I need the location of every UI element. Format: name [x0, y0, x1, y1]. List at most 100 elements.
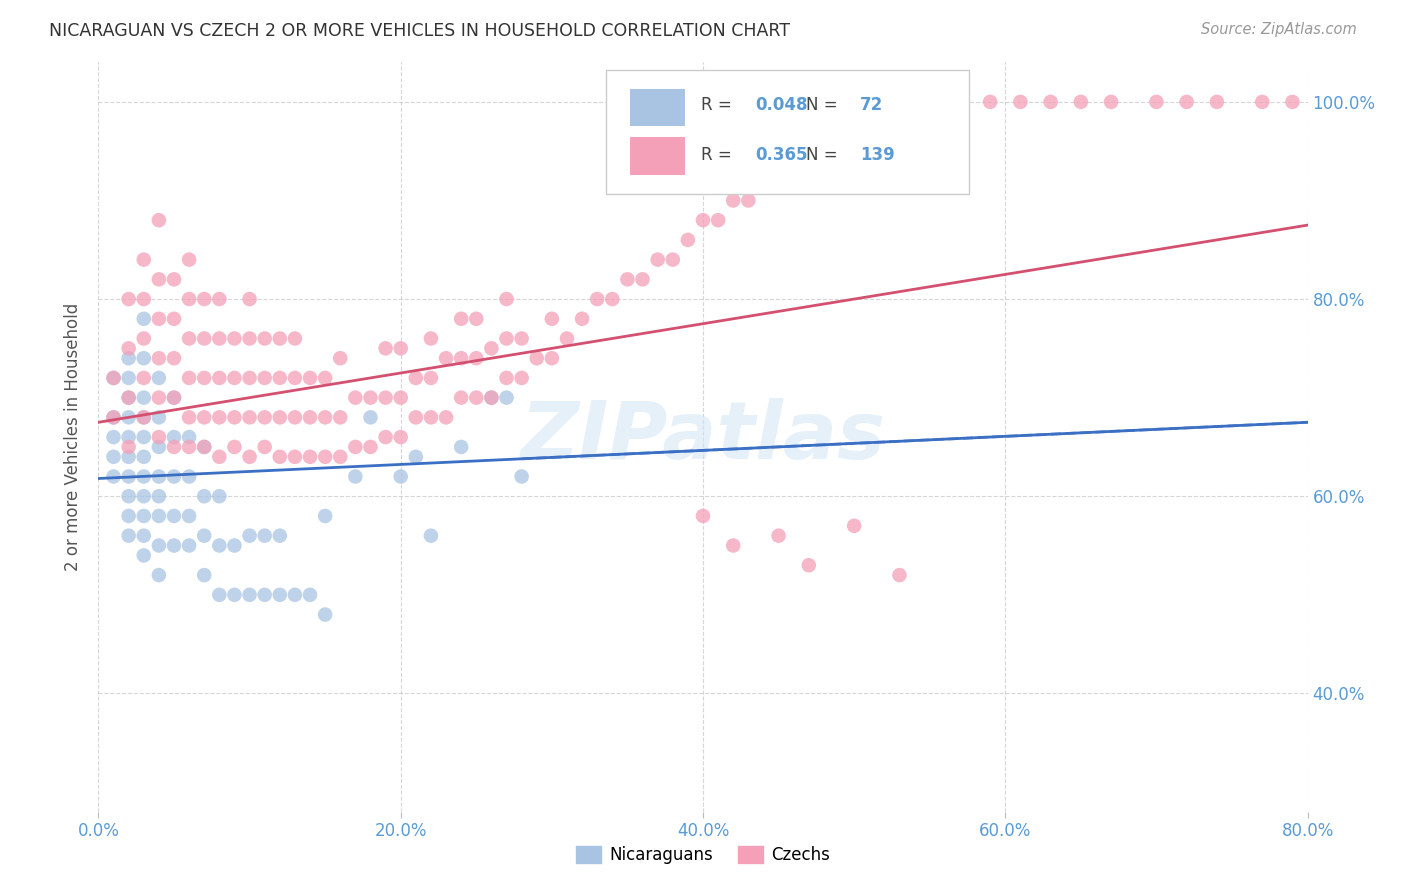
Point: [132, 430, 155, 444]
Point: [374, 342, 396, 356]
Point: [495, 292, 517, 306]
Point: [510, 331, 533, 345]
Point: [179, 508, 201, 523]
Point: [450, 440, 472, 454]
Point: [797, 558, 820, 573]
Point: [179, 430, 201, 444]
Point: [1175, 95, 1198, 109]
Point: [329, 410, 352, 425]
Point: [118, 489, 141, 503]
Point: [148, 410, 170, 425]
Point: [1099, 95, 1122, 109]
Point: [434, 351, 457, 366]
Point: [284, 450, 307, 464]
Text: NICARAGUAN VS CZECH 2 OR MORE VEHICLES IN HOUSEHOLD CORRELATION CHART: NICARAGUAN VS CZECH 2 OR MORE VEHICLES I…: [49, 22, 790, 40]
Point: [193, 568, 215, 582]
Point: [179, 539, 201, 553]
Point: [844, 518, 866, 533]
Point: [253, 371, 276, 385]
Point: [163, 469, 186, 483]
Point: [208, 489, 231, 503]
Point: [571, 311, 593, 326]
Point: [148, 568, 170, 582]
Point: [163, 430, 186, 444]
Point: [420, 529, 443, 543]
Point: [103, 469, 125, 483]
Point: [768, 174, 790, 188]
Point: [450, 351, 472, 366]
Point: [269, 331, 291, 345]
Point: [434, 410, 457, 425]
Point: [284, 331, 307, 345]
Point: [647, 252, 669, 267]
Text: 139: 139: [860, 146, 896, 164]
Point: [1039, 95, 1062, 109]
Point: [299, 588, 322, 602]
Point: [299, 371, 322, 385]
Point: [253, 588, 276, 602]
Point: [103, 410, 125, 425]
Point: [148, 508, 170, 523]
Point: [450, 391, 472, 405]
Point: [389, 430, 412, 444]
Point: [661, 252, 683, 267]
Point: [269, 529, 291, 543]
Point: [132, 450, 155, 464]
Point: [193, 440, 215, 454]
Point: [934, 95, 956, 109]
Point: [284, 588, 307, 602]
Point: [949, 95, 972, 109]
Point: [239, 529, 262, 543]
Point: [179, 331, 201, 345]
Y-axis label: 2 or more Vehicles in Household: 2 or more Vehicles in Household: [65, 303, 83, 571]
Point: [163, 391, 186, 405]
Point: [132, 252, 155, 267]
Point: [723, 194, 745, 208]
Point: [329, 450, 352, 464]
Point: [405, 371, 427, 385]
Point: [179, 469, 201, 483]
Point: [253, 440, 276, 454]
Point: [163, 440, 186, 454]
Point: [103, 430, 125, 444]
Point: [723, 539, 745, 553]
Point: [239, 588, 262, 602]
Point: [148, 440, 170, 454]
Point: [889, 568, 911, 582]
Point: [208, 539, 231, 553]
Point: [103, 410, 125, 425]
Point: [118, 440, 141, 454]
Point: [510, 371, 533, 385]
Point: [239, 331, 262, 345]
FancyBboxPatch shape: [606, 70, 969, 194]
Point: [495, 371, 517, 385]
Point: [118, 292, 141, 306]
Point: [314, 410, 336, 425]
Point: [132, 311, 155, 326]
Point: [269, 450, 291, 464]
Point: [374, 391, 396, 405]
Text: 72: 72: [860, 96, 883, 114]
Point: [269, 410, 291, 425]
Point: [314, 508, 336, 523]
Point: [1206, 95, 1229, 109]
Point: [148, 311, 170, 326]
Point: [103, 450, 125, 464]
Point: [148, 272, 170, 286]
Point: [193, 529, 215, 543]
Point: [163, 272, 186, 286]
Point: [389, 342, 412, 356]
Point: [118, 391, 141, 405]
Point: [269, 588, 291, 602]
Text: ZIPatlas: ZIPatlas: [520, 398, 886, 476]
Point: [224, 410, 246, 425]
Point: [979, 95, 1001, 109]
Point: [465, 311, 488, 326]
Point: [813, 154, 835, 169]
Point: [208, 292, 231, 306]
Point: [374, 430, 396, 444]
Point: [132, 410, 155, 425]
Point: [148, 489, 170, 503]
Point: [132, 292, 155, 306]
Point: [481, 391, 503, 405]
